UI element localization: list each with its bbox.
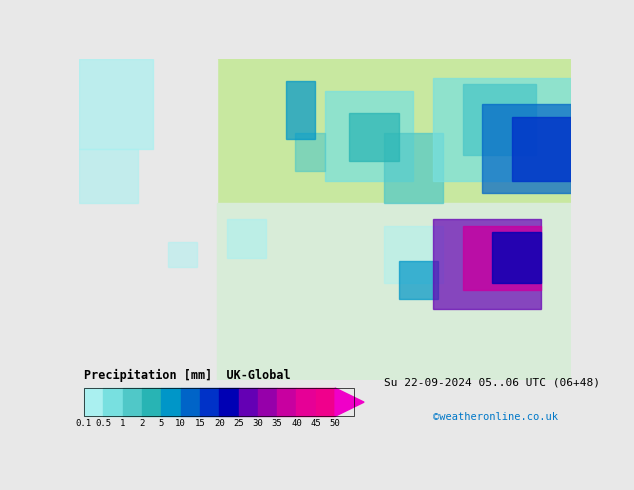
Text: 40: 40 [291, 419, 302, 428]
Bar [384, 133, 443, 203]
Text: 1: 1 [120, 419, 126, 428]
Bar [200, 388, 219, 416]
Bar [258, 388, 277, 416]
Bar [482, 104, 571, 194]
Bar [217, 203, 571, 379]
Text: 20: 20 [214, 419, 224, 428]
Bar [512, 117, 571, 181]
Bar [277, 388, 297, 416]
Text: 5: 5 [158, 419, 164, 428]
Bar [297, 388, 316, 416]
Bar [492, 232, 541, 283]
Bar [79, 59, 153, 148]
Bar [384, 225, 443, 283]
Text: 50: 50 [330, 419, 340, 428]
Text: 0.1: 0.1 [75, 419, 92, 428]
Polygon shape [335, 388, 364, 416]
Bar [433, 219, 541, 309]
Bar [142, 388, 162, 416]
Text: 25: 25 [233, 419, 244, 428]
Bar [463, 225, 541, 290]
Bar [103, 388, 123, 416]
Bar [162, 388, 181, 416]
Bar [316, 388, 335, 416]
Text: ©weatheronline.co.uk: ©weatheronline.co.uk [433, 412, 558, 422]
Bar [285, 81, 315, 139]
Bar [219, 388, 238, 416]
Bar [227, 219, 266, 258]
Bar [84, 388, 354, 416]
Bar [123, 388, 142, 416]
Text: 0.5: 0.5 [95, 419, 112, 428]
Bar [84, 388, 103, 416]
Bar [295, 133, 325, 171]
Text: Su 22-09-2024 05..06 UTC (06+48): Su 22-09-2024 05..06 UTC (06+48) [384, 378, 600, 388]
Bar [349, 113, 399, 161]
Text: 30: 30 [252, 419, 263, 428]
Bar [463, 84, 536, 155]
Bar [79, 148, 138, 203]
Text: 35: 35 [272, 419, 283, 428]
Text: 10: 10 [176, 419, 186, 428]
Bar [238, 388, 258, 416]
Bar [325, 91, 413, 181]
Bar [167, 242, 197, 267]
Bar [79, 59, 217, 379]
Text: 2: 2 [139, 419, 145, 428]
Bar [181, 388, 200, 416]
Bar [433, 78, 571, 181]
Text: 15: 15 [195, 419, 205, 428]
Text: Precipitation [mm]  UK-Global: Precipitation [mm] UK-Global [84, 369, 291, 382]
Text: 45: 45 [311, 419, 321, 428]
Bar [399, 261, 438, 299]
